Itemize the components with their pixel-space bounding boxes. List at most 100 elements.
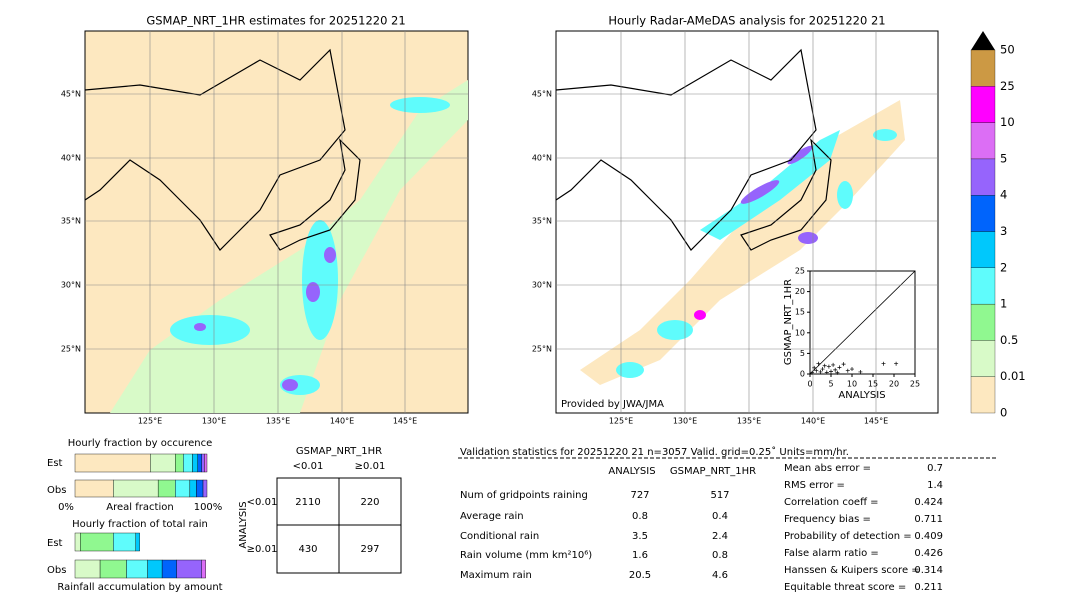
chart-title: Hourly fraction of total rain [72, 519, 208, 530]
row-label: Maximum rain [460, 570, 532, 581]
validation-header: Validation statistics for 20251220 21 n=… [460, 446, 849, 458]
lon-label: 130°E [202, 417, 226, 426]
map-title: Hourly Radar-AMeDAS analysis for 2025122… [608, 14, 885, 28]
score-value: 0.314 [914, 565, 943, 576]
y-tick-label: 20 [795, 287, 805, 296]
lat-label: 25°N [61, 345, 81, 354]
lat-label: 45°N [61, 90, 81, 99]
lon-label: 125°E [609, 417, 633, 426]
scatter-point [816, 361, 821, 366]
score-label: Probability of detection = [784, 531, 912, 542]
x-tick-label: 25 [910, 380, 920, 389]
fraction-segment [113, 479, 159, 498]
lat-label: 25°N [532, 345, 552, 354]
fraction-segment [126, 559, 148, 579]
coastline [740, 138, 832, 251]
colorbar-band [970, 267, 996, 305]
colorbar-band [970, 195, 996, 232]
axis-label: 100% [194, 502, 223, 513]
row-title: ANALYSIS [238, 501, 249, 548]
colorbar-band [970, 231, 996, 268]
x-tick-label: 5 [828, 380, 833, 389]
rain-area [194, 247, 336, 391]
fraction-segment [197, 453, 202, 473]
axis-label: 0% [58, 502, 74, 513]
fraction-segment [189, 479, 197, 498]
table-cell: 3.5 [632, 531, 648, 542]
fraction-segment [157, 479, 176, 498]
lon-label: 145°E [393, 417, 417, 426]
map-title: GSMAP_NRT_1HR estimates for 20251220 21 [146, 14, 405, 28]
table-cell: 1.6 [632, 550, 648, 561]
table-cell: 4.6 [712, 570, 728, 581]
row-label: Average rain [460, 511, 524, 522]
score-value: 0.211 [914, 582, 943, 593]
score-label: Frequency bias = [784, 514, 871, 525]
scatter-point [812, 365, 817, 370]
colorbar-band [970, 376, 996, 414]
fraction-segment [192, 453, 198, 473]
axis-label: Areal fraction [106, 502, 173, 513]
colorbar-label: 50 [1000, 43, 1015, 57]
scatter-point [881, 361, 886, 366]
scatter-point [831, 362, 836, 367]
table-title: GSMAP_NRT_1HR [296, 446, 382, 457]
x-tick-label: 15 [868, 380, 878, 389]
lon-label: 125°E [138, 417, 162, 426]
score-value: 1.4 [927, 480, 943, 491]
lat-label: 40°N [532, 154, 552, 163]
score-label: False alarm ratio = [784, 548, 879, 559]
scatter-point [822, 363, 827, 368]
row-label: Conditional rain [460, 531, 539, 542]
lon-label: 140°E [330, 417, 354, 426]
lat-label: 35°N [532, 217, 552, 226]
y-tick-label: 10 [795, 328, 805, 337]
lon-label: 140°E [801, 417, 825, 426]
lon-label: 145°E [864, 417, 888, 426]
row-label: Num of gridpoints raining [460, 490, 588, 501]
scatter-point [814, 368, 819, 373]
scatter-point [818, 369, 823, 374]
x-axis-label: ANALYSIS [838, 390, 885, 401]
score-label: Hanssen & Kuipers score = [784, 565, 920, 576]
lon-label: 130°E [673, 417, 697, 426]
colorbar-band [970, 86, 996, 123]
score-value: 0.426 [914, 548, 943, 559]
score-label: RMS error = [784, 480, 845, 491]
coastline [84, 48, 346, 251]
fraction-segment [74, 559, 101, 579]
table-cell: 220 [360, 497, 379, 508]
scatter-point [824, 370, 829, 375]
fraction-segment [196, 479, 204, 498]
table-cell: 2110 [295, 497, 320, 508]
fraction-segment [176, 559, 202, 579]
fraction-segment [74, 453, 151, 473]
table-cell: 517 [710, 490, 729, 501]
fraction-segment [202, 479, 208, 498]
fraction-segment [175, 479, 191, 498]
row-label: Obs [47, 485, 66, 496]
colorbar-label: 0.01 [1000, 369, 1026, 383]
fraction-segment [113, 532, 136, 552]
colorbar-band [970, 49, 996, 87]
lat-label: 40°N [61, 154, 81, 163]
lat-label: 30°N [532, 281, 552, 290]
scatter-point [829, 369, 833, 374]
fraction-segment [161, 559, 177, 579]
rain-area [580, 100, 905, 385]
lat-label: 35°N [61, 217, 81, 226]
score-value: 0.424 [914, 497, 943, 508]
colorbar-label: 5 [1000, 151, 1007, 165]
colorbar-band [970, 122, 996, 160]
score-label: Correlation coeff = [784, 497, 879, 508]
coastline [269, 138, 361, 251]
x-tick-label: 20 [889, 380, 899, 389]
fraction-segment [99, 559, 127, 579]
scatter-point [894, 361, 899, 366]
y-tick-label: 15 [795, 308, 805, 317]
diagonal [809, 270, 916, 375]
x-tick-label: 0 [807, 380, 812, 389]
scatter-point [845, 368, 850, 373]
column-header: <0.01 [293, 461, 324, 472]
